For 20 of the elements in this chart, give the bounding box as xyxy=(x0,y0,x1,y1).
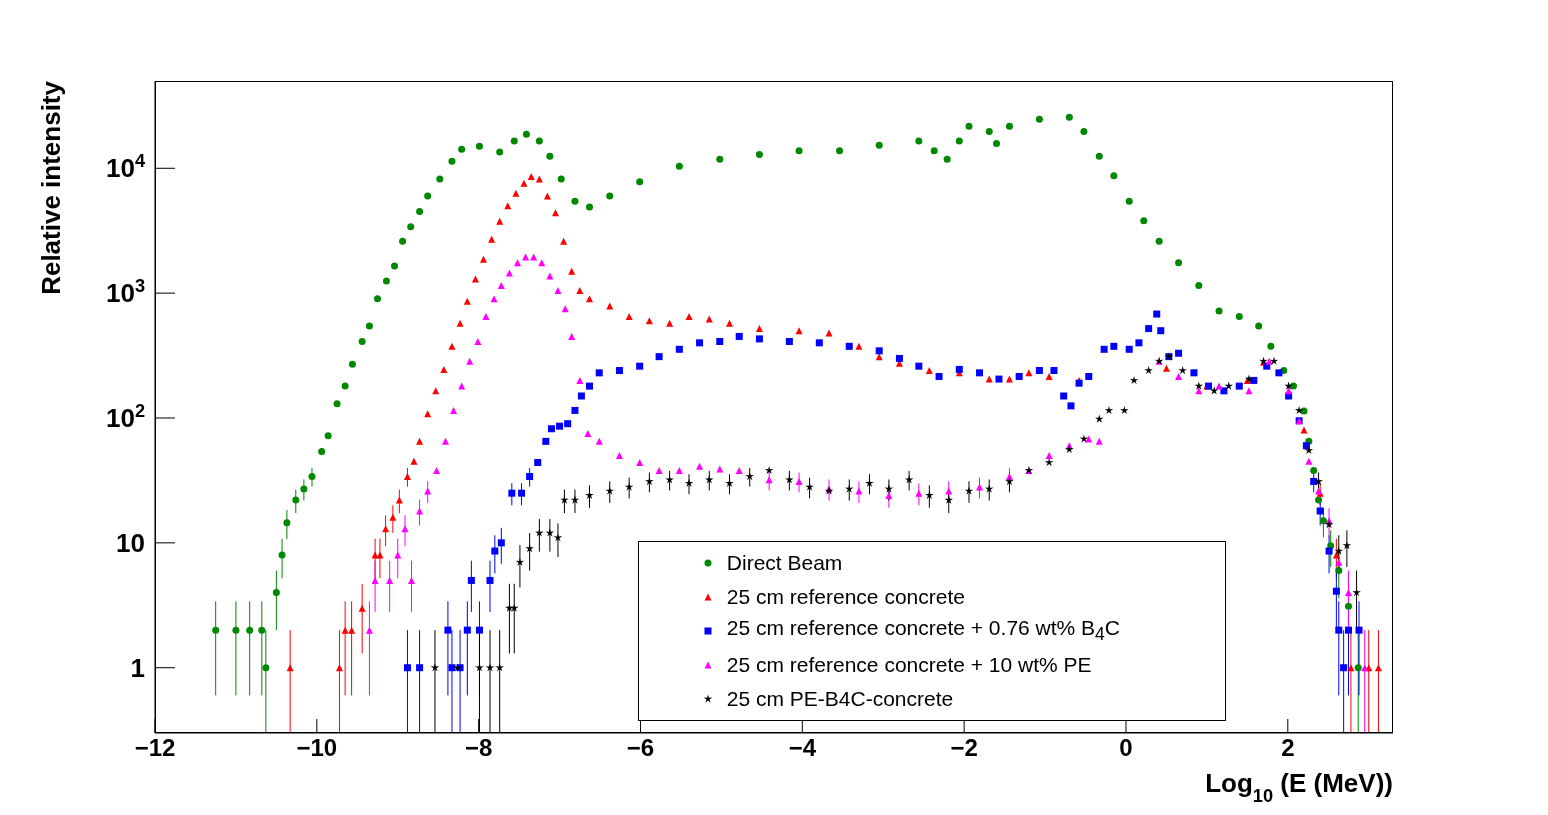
y-tick-label: 10$^{3}$ xyxy=(105,276,145,309)
x-tick-label: 2 xyxy=(1281,734,1295,762)
legend-label: Direct Beam xyxy=(726,550,843,575)
x-tick-label: −4 xyxy=(788,734,817,762)
legend-label: 25 cm PE-B4C-concrete xyxy=(726,686,954,711)
x-tick-label: −6 xyxy=(626,734,655,762)
x-tick-label: −10 xyxy=(296,734,338,762)
y-axis-title: Relative intensity xyxy=(36,80,66,295)
legend-label: 25 cm reference concrete + 10 wt% PE xyxy=(726,652,1092,677)
y-tick-label: 10$^{2}$ xyxy=(105,400,145,433)
legend-label: 25 cm reference concrete xyxy=(726,584,965,609)
x-axis-title: Log$_{10}$(E (MeV)) xyxy=(1205,768,1393,806)
y-tick-label: 1 xyxy=(130,652,145,683)
x-tick-label: −2 xyxy=(950,734,978,762)
y-tick-label: 10 xyxy=(116,527,145,558)
x-tick-label: 0 xyxy=(1119,734,1133,762)
x-tick-label: −8 xyxy=(464,734,493,762)
y-tick-label: 10$^{4}$ xyxy=(105,151,146,184)
legend-label: 25 cm reference concrete + 0.76 wt% B$_{4}$C xyxy=(726,616,1120,646)
x-tick-label: −12 xyxy=(134,734,176,762)
